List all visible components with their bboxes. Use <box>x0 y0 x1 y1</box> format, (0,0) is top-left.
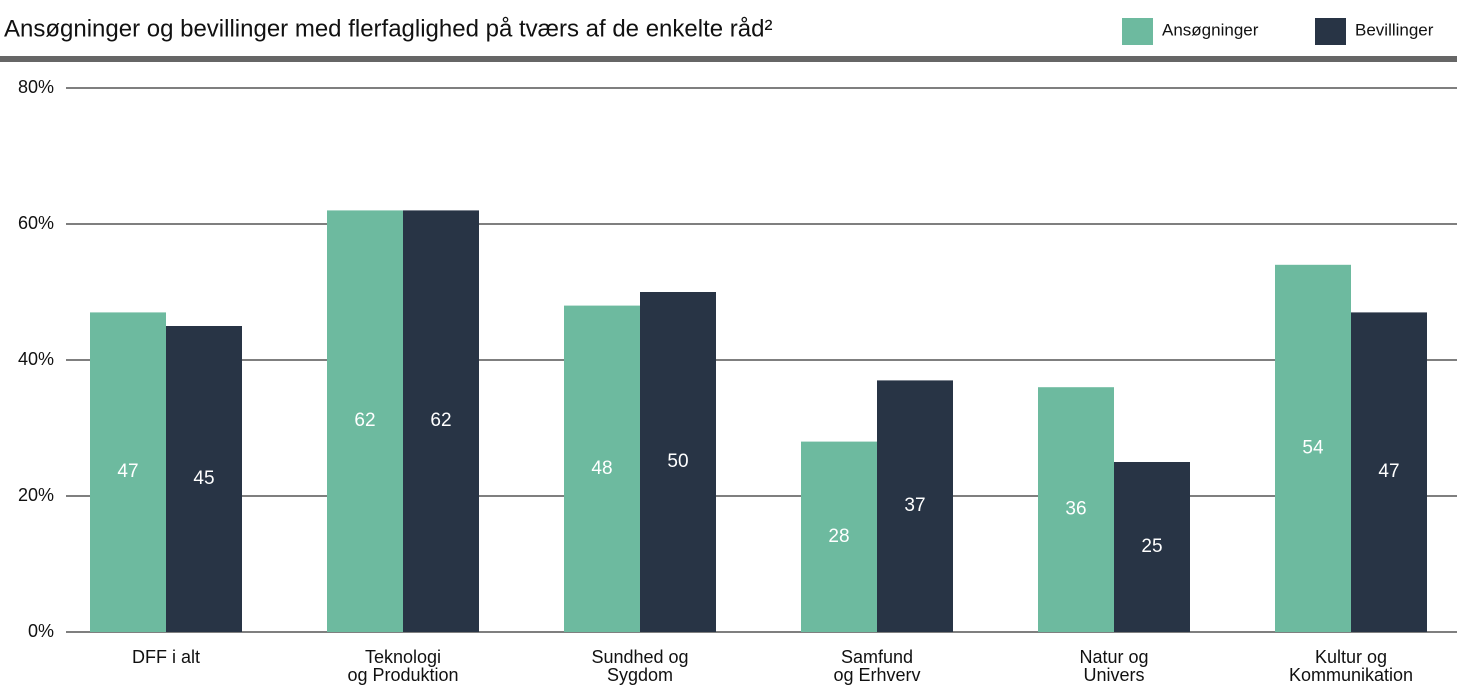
bar <box>564 305 640 632</box>
bar <box>403 210 479 632</box>
legend-label: Ansøgninger <box>1162 20 1259 39</box>
y-tick-label: 60% <box>18 213 54 233</box>
bar <box>90 312 166 632</box>
chart-title: Ansøgninger og bevillinger med flerfagli… <box>4 15 772 42</box>
bar-value-label: 45 <box>193 468 214 489</box>
bar-value-label: 50 <box>667 451 688 472</box>
x-tick-label: DFF i alt <box>131 647 200 667</box>
bar-value-label: 47 <box>1378 461 1399 482</box>
bar-value-label: 25 <box>1141 536 1162 557</box>
y-tick-label: 0% <box>28 621 54 641</box>
bar <box>640 292 716 632</box>
x-tick-label: Sundhed og Sygdom <box>591 647 689 685</box>
bar-value-label: 37 <box>904 495 925 516</box>
x-tick-label: Samfund og Erhverv <box>833 647 921 685</box>
y-tick-label: 40% <box>18 349 54 369</box>
y-tick-label: 20% <box>18 485 54 505</box>
bar-value-label: 62 <box>354 410 375 431</box>
legend-label: Bevillinger <box>1355 20 1434 39</box>
legend-swatch <box>1122 18 1153 45</box>
bar <box>1275 264 1351 632</box>
legend-swatch <box>1315 18 1346 45</box>
x-tick-label: Kultur og Kommunikation <box>1288 647 1414 685</box>
bar <box>327 210 403 632</box>
bar <box>1114 462 1190 632</box>
bar <box>1351 312 1427 632</box>
bar <box>166 326 242 632</box>
bar-value-label: 48 <box>591 458 612 479</box>
bar-value-label: 54 <box>1302 437 1324 458</box>
x-tick-label: Natur og Univers <box>1079 647 1149 685</box>
bar-value-label: 28 <box>828 526 849 547</box>
bar-value-label: 62 <box>430 410 451 431</box>
title-rule <box>0 56 1457 62</box>
bar-value-label: 47 <box>117 461 138 482</box>
bar-value-label: 36 <box>1065 499 1086 520</box>
x-tick-label: Teknologi og Produktion <box>347 647 459 685</box>
bar <box>801 441 877 632</box>
y-tick-label: 80% <box>18 77 54 97</box>
bar <box>877 380 953 632</box>
bar <box>1038 387 1114 632</box>
